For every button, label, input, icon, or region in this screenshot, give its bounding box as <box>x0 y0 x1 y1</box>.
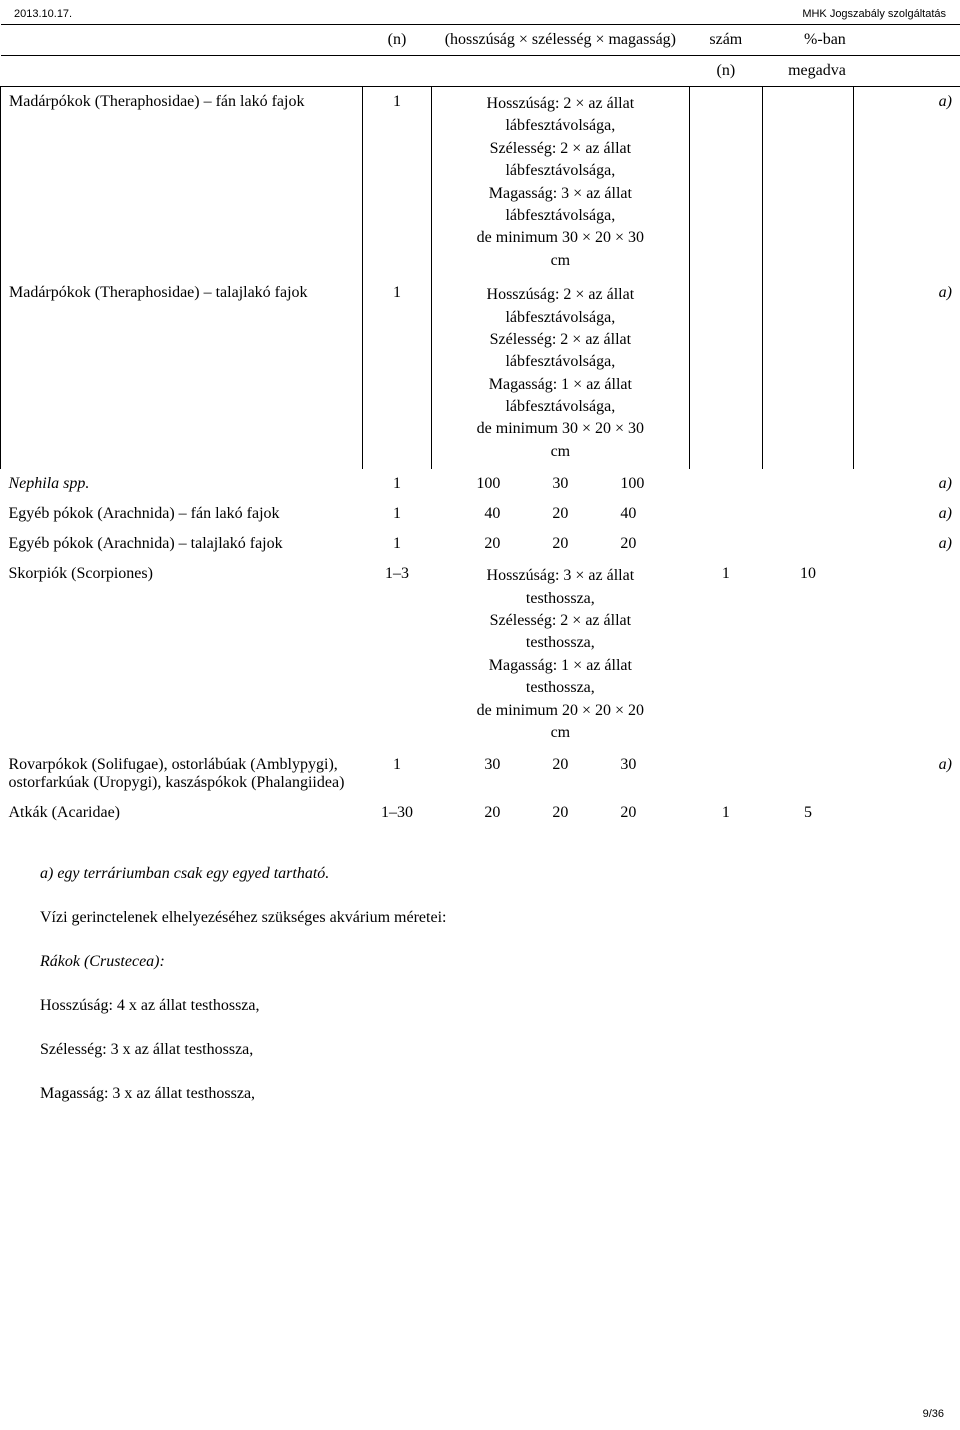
cell-n: 1 <box>363 529 432 559</box>
cell-note: a) <box>854 87 960 279</box>
note-height: Magasság: 3 x az állat testhossza, <box>40 1078 920 1110</box>
hdr-ban-a: %-ban <box>762 25 854 56</box>
cell-dims: 40 20 40 <box>431 499 689 529</box>
cell-n: 1 <box>363 499 432 529</box>
table-row: Skorpiók (Scorpiones) 1–3 Hosszúság: 3 ×… <box>1 559 960 750</box>
cell-x: 1 <box>689 798 762 828</box>
table-row: Rovarpókok (Solifugae), ostorlábúak (Amb… <box>1 750 960 798</box>
cell-dims: 30 20 30 <box>431 750 689 798</box>
note-width: Szélesség: 3 x az állat testhossza, <box>40 1034 920 1066</box>
table-row: Egyéb pókok (Arachnida) – talajlakó fajo… <box>1 529 960 559</box>
cell-n: 1–30 <box>363 798 432 828</box>
species-name: Rovarpókok (Solifugae), ostorlábúak (Amb… <box>1 750 363 798</box>
cell-y: 10 <box>762 559 854 750</box>
doc-title: MHK Jogszabály szolgáltatás <box>802 8 946 20</box>
cell-n: 1 <box>363 278 432 469</box>
species-name: Skorpiók (Scorpiones) <box>1 559 363 750</box>
cell-x: 1 <box>689 559 762 750</box>
topbar: 2013.10.17. MHK Jogszabály szolgáltatás <box>0 0 960 24</box>
cell-n: 1 <box>363 87 432 279</box>
note-a: a) egy terráriumban csak egy egyed tarth… <box>40 858 920 890</box>
note-length: Hosszúság: 4 x az állat testhossza, <box>40 990 920 1022</box>
hdr-n: (n) <box>363 25 432 56</box>
species-name: Nephila spp. <box>1 469 363 499</box>
cell-y: 5 <box>762 798 854 828</box>
species-name: Atkák (Acaridae) <box>1 798 363 828</box>
cell-n: 1 <box>363 469 432 499</box>
table-row: Egyéb pókok (Arachnida) – fán lakó fajok… <box>1 499 960 529</box>
cell-n: 1–3 <box>363 559 432 750</box>
cell-note: a) <box>854 469 960 499</box>
table-header-row: (n) (hosszúság × szélesség × magasság) s… <box>1 25 960 56</box>
cell-dims: 20 20 20 <box>431 529 689 559</box>
cell-note: a) <box>854 529 960 559</box>
cell-note: a) <box>854 278 960 469</box>
cell-dims: Hosszúság: 3 × az állat testhossza, Szél… <box>431 559 689 750</box>
cell-note: a) <box>854 750 960 798</box>
species-name: Madárpókok (Theraphosidae) – fán lakó fa… <box>1 87 363 279</box>
hdr-szam: szám <box>689 25 762 56</box>
cell-dims: Hosszúság: 2 × az állat lábfesztávolsága… <box>431 87 689 279</box>
table-header-sub-row: (n) megadva <box>1 56 960 87</box>
cell-dims: 20 20 20 <box>431 798 689 828</box>
species-name: Madárpókok (Theraphosidae) – talajlakó f… <box>1 278 363 469</box>
table-row: Nephila spp. 1 100 30 100 a) <box>1 469 960 499</box>
date: 2013.10.17. <box>14 8 72 20</box>
table-row: Madárpókok (Theraphosidae) – fán lakó fa… <box>1 87 960 279</box>
cell-note: a) <box>854 499 960 529</box>
hdr-sub-n: (n) <box>689 56 762 87</box>
page-number: 9/36 <box>923 1408 944 1420</box>
table-row: Madárpókok (Theraphosidae) – talajlakó f… <box>1 278 960 469</box>
cell-dims: 100 30 100 <box>431 469 689 499</box>
species-name: Egyéb pókok (Arachnida) – fán lakó fajok <box>1 499 363 529</box>
table-row: Atkák (Acaridae) 1–30 20 20 20 1 5 <box>1 798 960 828</box>
cell-n: 1 <box>363 750 432 798</box>
main-table: (n) (hosszúság × szélesség × magasság) s… <box>0 24 960 828</box>
hdr-sub-megadva: megadva <box>762 56 854 87</box>
notes-section: a) egy terráriumban csak egy egyed tarth… <box>0 828 960 1152</box>
hdr-dims: (hosszúság × szélesség × magasság) <box>431 25 689 56</box>
note-aquarium: Vízi gerinctelenek elhelyezéséhez szüksé… <box>40 902 920 934</box>
cell-dims: Hosszúság: 2 × az állat lábfesztávolsága… <box>431 278 689 469</box>
note-crustecea: Rákok (Crustecea): <box>40 946 920 978</box>
species-name: Egyéb pókok (Arachnida) – talajlakó fajo… <box>1 529 363 559</box>
